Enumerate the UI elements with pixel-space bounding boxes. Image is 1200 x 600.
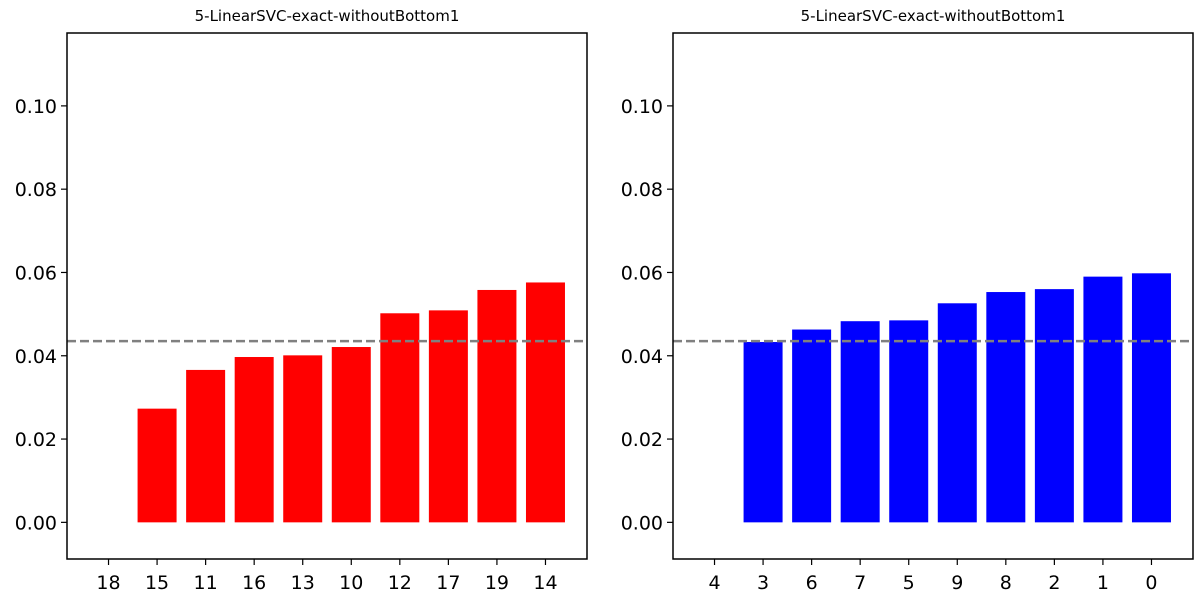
right-chart-ytick-label: 0.10 xyxy=(621,96,663,118)
left-chart-xtick-label: 16 xyxy=(242,572,266,594)
right-chart-ytick-label: 0.06 xyxy=(621,262,663,284)
left-chart-ytick-label: 0.04 xyxy=(15,346,57,368)
left-chart-ytick-label: 0.06 xyxy=(15,262,57,284)
left-chart-panel: 5-LinearSVC-exact-withoutBottom1 0.000.0… xyxy=(15,7,588,594)
left-chart-xtick-label: 19 xyxy=(485,572,509,594)
right-chart-bar xyxy=(986,292,1026,523)
right-chart-xtick-label: 5 xyxy=(903,572,915,594)
right-chart-ytick-label: 0.04 xyxy=(621,346,663,368)
left-chart-bar xyxy=(428,310,468,523)
right-chart-ytick-label: 0.00 xyxy=(621,512,663,534)
left-chart-bar xyxy=(137,408,177,523)
left-chart-xtick-label: 17 xyxy=(436,572,460,594)
left-chart-ticks: 0.00 0.02 0.04 0.06 0.08 0.10 18 15 11 16 13 10 12 17… xyxy=(15,96,558,594)
right-chart-xtick-label: 3 xyxy=(757,572,769,594)
right-chart-bar xyxy=(743,342,783,523)
left-chart-ytick-label: 0.08 xyxy=(15,179,57,201)
right-chart-xtick-label: 7 xyxy=(854,572,866,594)
right-chart-panel: 5-LinearSVC-exact-withoutBottom1 0.000.0… xyxy=(621,7,1194,594)
left-chart-bar xyxy=(331,347,371,523)
right-chart-xtick-label: 9 xyxy=(951,572,963,594)
left-chart-bars xyxy=(137,282,565,523)
right-chart-xtick-label: 6 xyxy=(806,572,818,594)
right-chart-xtick-label: 1 xyxy=(1097,572,1109,594)
left-chart-bar xyxy=(380,313,420,523)
right-chart-xtick-label: 4 xyxy=(708,572,720,594)
left-chart-title: 5-LinearSVC-exact-withoutBottom1 xyxy=(195,7,460,25)
left-chart-xtick-label: 14 xyxy=(533,572,557,594)
left-chart-xtick-label: 15 xyxy=(145,572,169,594)
left-chart-ytick-label: 0.10 xyxy=(15,96,57,118)
left-chart-xtick-label: 13 xyxy=(291,572,315,594)
right-chart-frame xyxy=(672,32,1194,560)
right-chart-xtick-label: 0 xyxy=(1145,572,1157,594)
right-chart-bar xyxy=(840,321,880,523)
left-chart-ytick-label: 0.02 xyxy=(15,429,57,451)
left-chart-bar xyxy=(234,357,274,523)
right-chart-ytick-label: 0.08 xyxy=(621,179,663,201)
right-chart-xtick-label: 8 xyxy=(1000,572,1012,594)
right-chart-ytick-label: 0.02 xyxy=(621,429,663,451)
right-chart-title: 5-LinearSVC-exact-withoutBottom1 xyxy=(801,7,1066,25)
right-chart-bar xyxy=(937,303,977,523)
left-chart-bar xyxy=(477,289,517,523)
left-chart-frame xyxy=(66,32,588,560)
right-chart-bar xyxy=(1034,289,1074,523)
right-chart-bars xyxy=(743,273,1171,523)
right-chart-ticks: 0.00 0.02 0.04 0.06 0.08 0.10 4 3 6 7 5 9 8 2 1 0 xyxy=(621,96,1158,594)
right-chart-bar xyxy=(1131,273,1171,523)
left-chart-ytick-label: 0.00 xyxy=(15,512,57,534)
left-chart-xtick-label: 18 xyxy=(96,572,120,594)
left-chart-bar xyxy=(283,355,323,523)
right-chart-bar xyxy=(1083,276,1123,523)
left-chart-bar xyxy=(186,369,226,523)
left-chart-xtick-label: 12 xyxy=(388,572,412,594)
left-chart-xtick-label: 10 xyxy=(339,572,363,594)
right-chart-bar xyxy=(792,329,832,523)
right-chart-xtick-label: 2 xyxy=(1048,572,1060,594)
left-chart-bar xyxy=(525,282,565,523)
right-chart-bar xyxy=(889,320,929,523)
left-chart-xtick-label: 11 xyxy=(194,572,218,594)
